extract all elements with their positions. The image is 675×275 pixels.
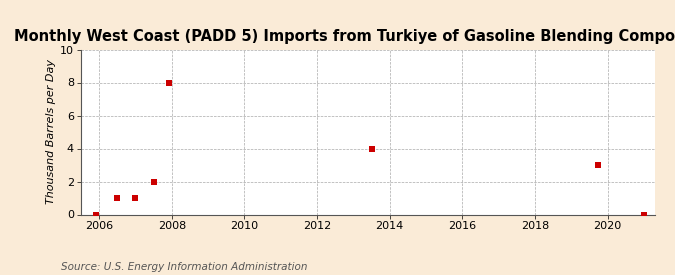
Point bbox=[593, 163, 604, 167]
Point bbox=[91, 212, 102, 217]
Y-axis label: Thousand Barrels per Day: Thousand Barrels per Day bbox=[46, 59, 56, 205]
Point bbox=[639, 212, 649, 217]
Point bbox=[148, 179, 159, 184]
Point bbox=[163, 80, 174, 85]
Point bbox=[366, 146, 377, 151]
Title: Monthly West Coast (PADD 5) Imports from Turkiye of Gasoline Blending Components: Monthly West Coast (PADD 5) Imports from… bbox=[14, 29, 675, 44]
Text: Source: U.S. Energy Information Administration: Source: U.S. Energy Information Administ… bbox=[61, 262, 307, 272]
Point bbox=[130, 196, 141, 200]
Point bbox=[112, 196, 123, 200]
